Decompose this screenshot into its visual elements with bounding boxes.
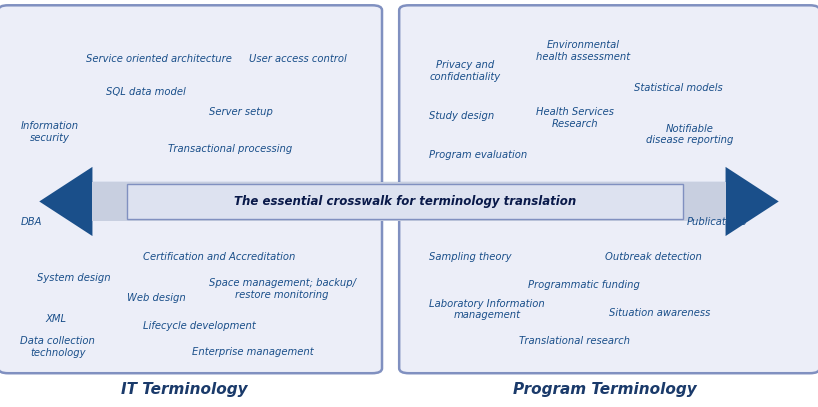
- Text: Notifiable
disease reporting: Notifiable disease reporting: [646, 123, 734, 145]
- Polygon shape: [39, 167, 779, 236]
- FancyBboxPatch shape: [0, 5, 382, 373]
- Text: User access control: User access control: [249, 54, 347, 64]
- FancyBboxPatch shape: [127, 184, 683, 219]
- Text: Outbreak detection: Outbreak detection: [605, 252, 702, 262]
- Bar: [92, 182, 726, 221]
- Text: Data collection
technology: Data collection technology: [20, 336, 96, 358]
- Text: XML: XML: [45, 315, 66, 324]
- Text: Enterprise management: Enterprise management: [192, 347, 314, 357]
- Text: Study design: Study design: [429, 111, 495, 121]
- Text: Information
security: Information security: [20, 121, 79, 143]
- Text: System design: System design: [37, 273, 110, 282]
- Text: Program evaluation: Program evaluation: [429, 150, 528, 160]
- Text: Laboratory Information
management: Laboratory Information management: [429, 298, 546, 320]
- Text: SQL data model: SQL data model: [106, 87, 186, 96]
- Text: Situation awareness: Situation awareness: [609, 309, 711, 318]
- Text: Publications: Publications: [687, 217, 748, 227]
- Text: Sampling theory: Sampling theory: [429, 252, 512, 262]
- Text: Service oriented architecture: Service oriented architecture: [86, 54, 231, 64]
- Text: Program Terminology: Program Terminology: [514, 383, 697, 397]
- Text: Certification and Accreditation: Certification and Accreditation: [143, 252, 295, 262]
- Text: Server setup: Server setup: [209, 107, 272, 117]
- Text: Privacy and
confidentiality: Privacy and confidentiality: [429, 60, 501, 82]
- Text: Transactional processing: Transactional processing: [168, 144, 292, 153]
- Text: Statistical models: Statistical models: [634, 83, 722, 92]
- Text: The essential crosswalk for terminology translation: The essential crosswalk for terminology …: [234, 195, 576, 208]
- Text: Web design: Web design: [127, 293, 186, 303]
- Text: Lifecycle development: Lifecycle development: [143, 321, 256, 330]
- Text: IT Terminology: IT Terminology: [121, 383, 247, 397]
- Text: DBA: DBA: [20, 217, 42, 227]
- FancyBboxPatch shape: [399, 5, 818, 373]
- Text: Environmental
health assessment: Environmental health assessment: [536, 40, 630, 62]
- Text: Space management; backup/
restore monitoring: Space management; backup/ restore monito…: [209, 278, 356, 300]
- Text: Programmatic funding: Programmatic funding: [528, 280, 640, 290]
- Text: Health Services
Research: Health Services Research: [536, 107, 614, 129]
- Text: Translational research: Translational research: [519, 336, 631, 346]
